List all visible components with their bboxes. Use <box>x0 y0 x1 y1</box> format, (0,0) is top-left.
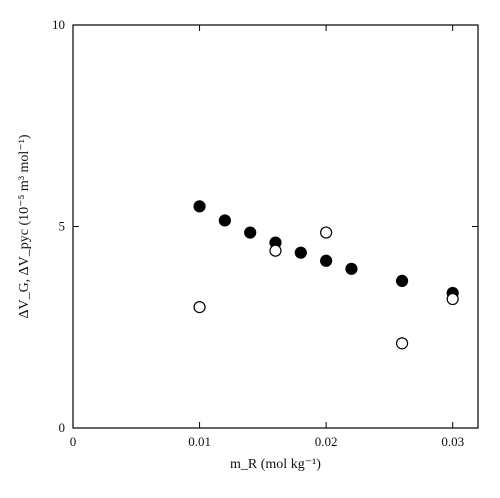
y-tick-label: 0 <box>59 420 66 435</box>
y-tick-label: 10 <box>52 17 65 32</box>
open-data-point <box>395 337 409 350</box>
filled-data-point <box>218 214 231 227</box>
open-data-point <box>269 244 282 257</box>
x-tick-label: 0.03 <box>441 434 464 449</box>
filled-data-point <box>320 254 333 267</box>
filled-data-point <box>244 226 257 239</box>
y-tick-label: 5 <box>59 219 66 234</box>
x-axis-ticks: 0 0.01 0.02 0.03 <box>70 25 464 449</box>
plot-frame <box>72 24 479 429</box>
open-data-point <box>193 301 206 314</box>
filled-data-point <box>294 246 307 259</box>
open-data-point <box>446 292 459 306</box>
y-axis-ticks: 0 5 10 <box>52 17 478 435</box>
data-points <box>193 200 459 350</box>
filled-data-point <box>193 200 206 213</box>
x-tick-label: 0 <box>70 434 77 449</box>
x-tick-label: 0.01 <box>188 434 211 449</box>
filled-data-point <box>345 262 358 275</box>
filled-data-point <box>395 274 409 288</box>
y-axis-title: ΔV_G, ΔV_pyc (10⁻⁵ m³ mol⁻¹) <box>17 134 32 318</box>
open-data-point <box>320 226 333 239</box>
x-tick-label: 0.02 <box>315 434 338 449</box>
x-axis-title: m_R (mol kg⁻¹) <box>230 457 321 472</box>
